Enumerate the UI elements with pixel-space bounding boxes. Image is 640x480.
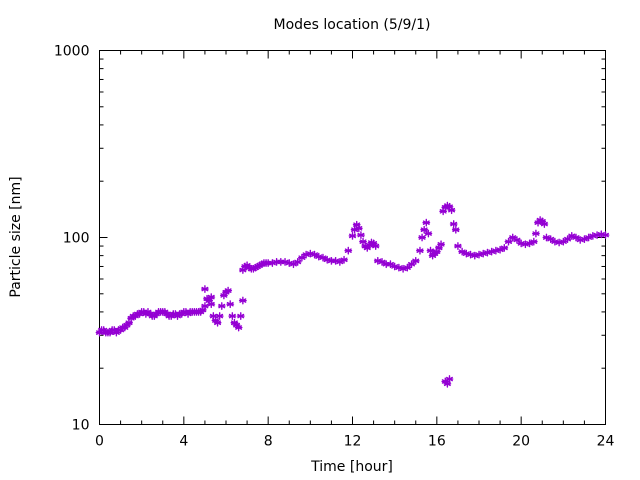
data-point (201, 302, 209, 310)
data-point (215, 312, 224, 320)
data-point (293, 258, 302, 266)
data-point (207, 300, 216, 309)
data-point (224, 286, 233, 295)
data-point (513, 236, 521, 244)
data-point (437, 240, 445, 249)
data-point (344, 246, 353, 255)
x-tick-labels: 0 4 8 12 16 20 24 (95, 434, 614, 450)
data-point (217, 302, 226, 310)
data-point (563, 235, 572, 244)
x-tick-label: 24 (597, 434, 615, 450)
x-tick-label: 8 (264, 434, 273, 450)
data-point (340, 255, 348, 264)
data-point (403, 263, 412, 272)
data-point (201, 285, 209, 293)
data-point (508, 233, 517, 242)
x-tick-label: 16 (428, 434, 446, 450)
data-point (213, 318, 222, 327)
data-point (418, 233, 426, 242)
data-point (447, 206, 456, 215)
data-point (454, 242, 462, 250)
data-point (572, 233, 580, 242)
x-tick-label: 20 (512, 434, 530, 450)
data-point (228, 312, 237, 320)
x-axis-title: Time [hour] (310, 459, 393, 475)
data-point (500, 243, 509, 252)
data-point (601, 231, 610, 239)
data-point (451, 225, 460, 234)
y-tick-label: 1000 (54, 44, 90, 60)
data-point (416, 246, 424, 255)
data-point (354, 224, 363, 233)
x-tick-label: 0 (95, 434, 104, 450)
data-points (95, 201, 610, 388)
x-tick-label: 12 (344, 434, 362, 450)
data-point (207, 293, 216, 302)
x-tick-label: 4 (179, 434, 188, 450)
axis-ticks (99, 50, 606, 425)
data-point (420, 225, 429, 234)
data-point (234, 323, 243, 332)
data-point (348, 231, 357, 240)
chart-title: Modes location (5/9/1) (274, 17, 431, 33)
data-point (357, 231, 365, 239)
data-point (238, 296, 247, 305)
data-point (529, 237, 538, 246)
data-point (532, 229, 540, 238)
data-point (411, 256, 420, 265)
data-point (445, 375, 454, 383)
y-tick-labels: 10 100 1000 (54, 44, 90, 434)
data-point (371, 242, 380, 250)
data-point (236, 312, 245, 320)
data-point (226, 300, 235, 309)
data-point (540, 220, 549, 228)
y-tick-label: 10 (72, 418, 90, 434)
data-point (449, 220, 458, 228)
data-point (424, 229, 433, 238)
data-point (422, 218, 431, 227)
y-axis-title: Particle size [nm] (8, 176, 24, 297)
data-point (407, 260, 416, 269)
y-tick-label: 100 (63, 231, 90, 247)
data-point (504, 237, 513, 246)
